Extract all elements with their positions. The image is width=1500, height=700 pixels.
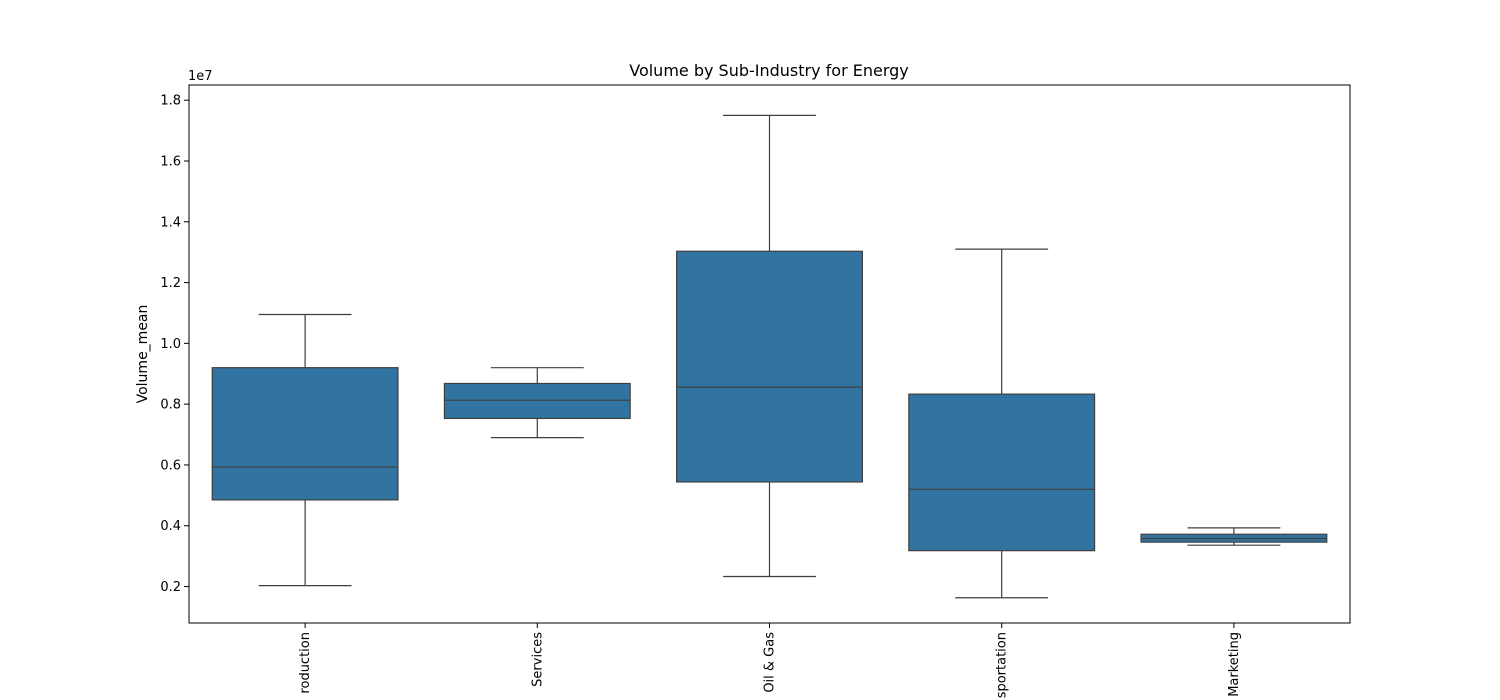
y-tick-label: 1.2 — [160, 276, 181, 291]
y-tick-label: 0.4 — [160, 519, 181, 534]
y-tick-label: 1.4 — [160, 215, 181, 230]
y-tick-label: 1.8 — [160, 94, 181, 109]
y-tick-label: 0.2 — [160, 580, 181, 595]
plot-area: 0.2 0.4 0.6 0.8 1.0 1.2 1.4 1.6 1.8 roduction Serv… — [160, 94, 1328, 698]
x-tick-label: Oil & Gas — [763, 632, 778, 693]
y-tick-label: 1.0 — [160, 337, 181, 352]
chart-title: Volume by Sub-Industry for Energy — [629, 61, 909, 80]
y-tick-label: 1.6 — [160, 154, 181, 169]
box-iqr — [443, 382, 631, 420]
box-iqr — [211, 367, 399, 501]
plot-frame — [188, 84, 1351, 624]
x-tick-label: Services — [530, 632, 545, 687]
box-iqr — [676, 250, 863, 483]
y-tick-label: 0.8 — [160, 398, 181, 413]
box-iqr — [908, 393, 1096, 552]
y-offset-label: 1e7 — [188, 69, 213, 84]
x-tick-label: roduction — [298, 632, 313, 694]
x-tick-label: Marketing — [1227, 632, 1242, 697]
y-tick-label: 0.6 — [160, 458, 181, 473]
y-axis-title: Volume_mean — [135, 305, 151, 404]
x-tick-label: sportation — [995, 632, 1010, 698]
